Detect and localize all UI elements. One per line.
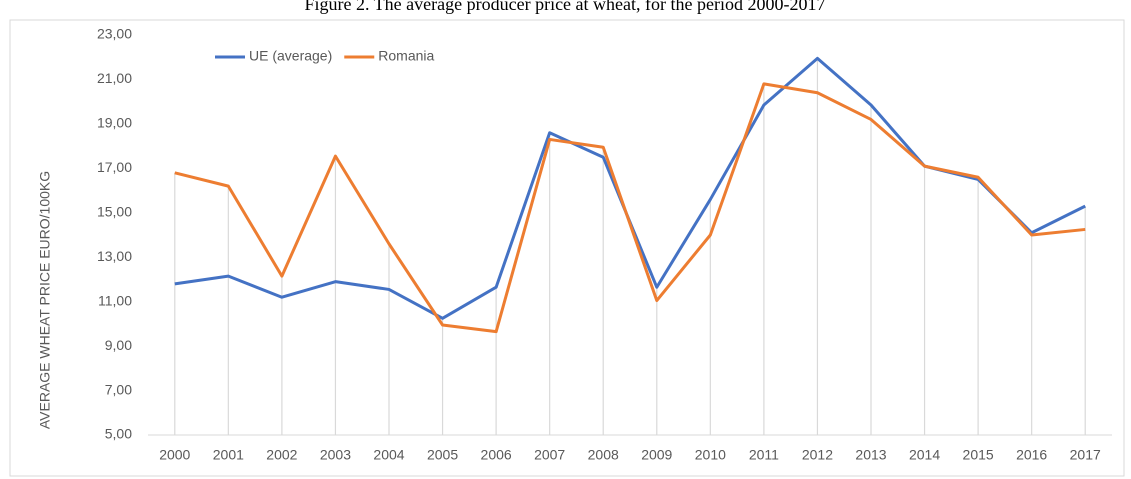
y-tick-label: 17,00 xyxy=(97,159,132,175)
y-tick-label: 11,00 xyxy=(98,292,132,308)
x-tick-label: 2011 xyxy=(749,447,779,463)
y-tick-label: 9,00 xyxy=(105,337,132,353)
y-tick-label: 23,00 xyxy=(97,26,132,42)
legend-label: UE (average) xyxy=(249,48,332,64)
y-tick-label: 15,00 xyxy=(97,203,132,219)
x-tick-label: 2007 xyxy=(534,447,565,463)
x-tick-label: 2001 xyxy=(213,447,244,463)
x-tick-label: 2013 xyxy=(855,447,886,463)
legend-label: Romania xyxy=(378,48,434,64)
x-tick-label: 2015 xyxy=(963,447,994,463)
x-tick-label: 2014 xyxy=(909,447,940,463)
x-tick-label: 2002 xyxy=(266,447,297,463)
x-tick-label: 2012 xyxy=(802,447,833,463)
x-tick-label: 2016 xyxy=(1016,447,1047,463)
x-tick-label: 2005 xyxy=(427,447,458,463)
y-tick-label: 19,00 xyxy=(97,115,132,131)
x-tick-label: 2006 xyxy=(481,447,512,463)
y-tick-label: 7,00 xyxy=(105,381,132,397)
x-tick-label: 2003 xyxy=(320,447,351,463)
x-tick-label: 2009 xyxy=(641,447,672,463)
y-tick-label: 13,00 xyxy=(97,248,132,264)
x-tick-label: 2000 xyxy=(159,447,190,463)
y-tick-label: 5,00 xyxy=(105,426,132,442)
series-line xyxy=(174,82,1086,334)
x-tick-label: 2017 xyxy=(1070,447,1101,463)
x-tick-label: 2008 xyxy=(588,447,619,463)
chart-frame xyxy=(9,19,1125,477)
chart-title: Figure 2. The average producer price at … xyxy=(305,0,826,14)
y-axis-label: AVERAGE WHEAT PRICE EURO/100KG xyxy=(37,171,53,429)
x-tick-label: 2004 xyxy=(373,447,404,463)
y-tick-label: 21,00 xyxy=(97,70,132,86)
x-tick-label: 2010 xyxy=(695,447,726,463)
